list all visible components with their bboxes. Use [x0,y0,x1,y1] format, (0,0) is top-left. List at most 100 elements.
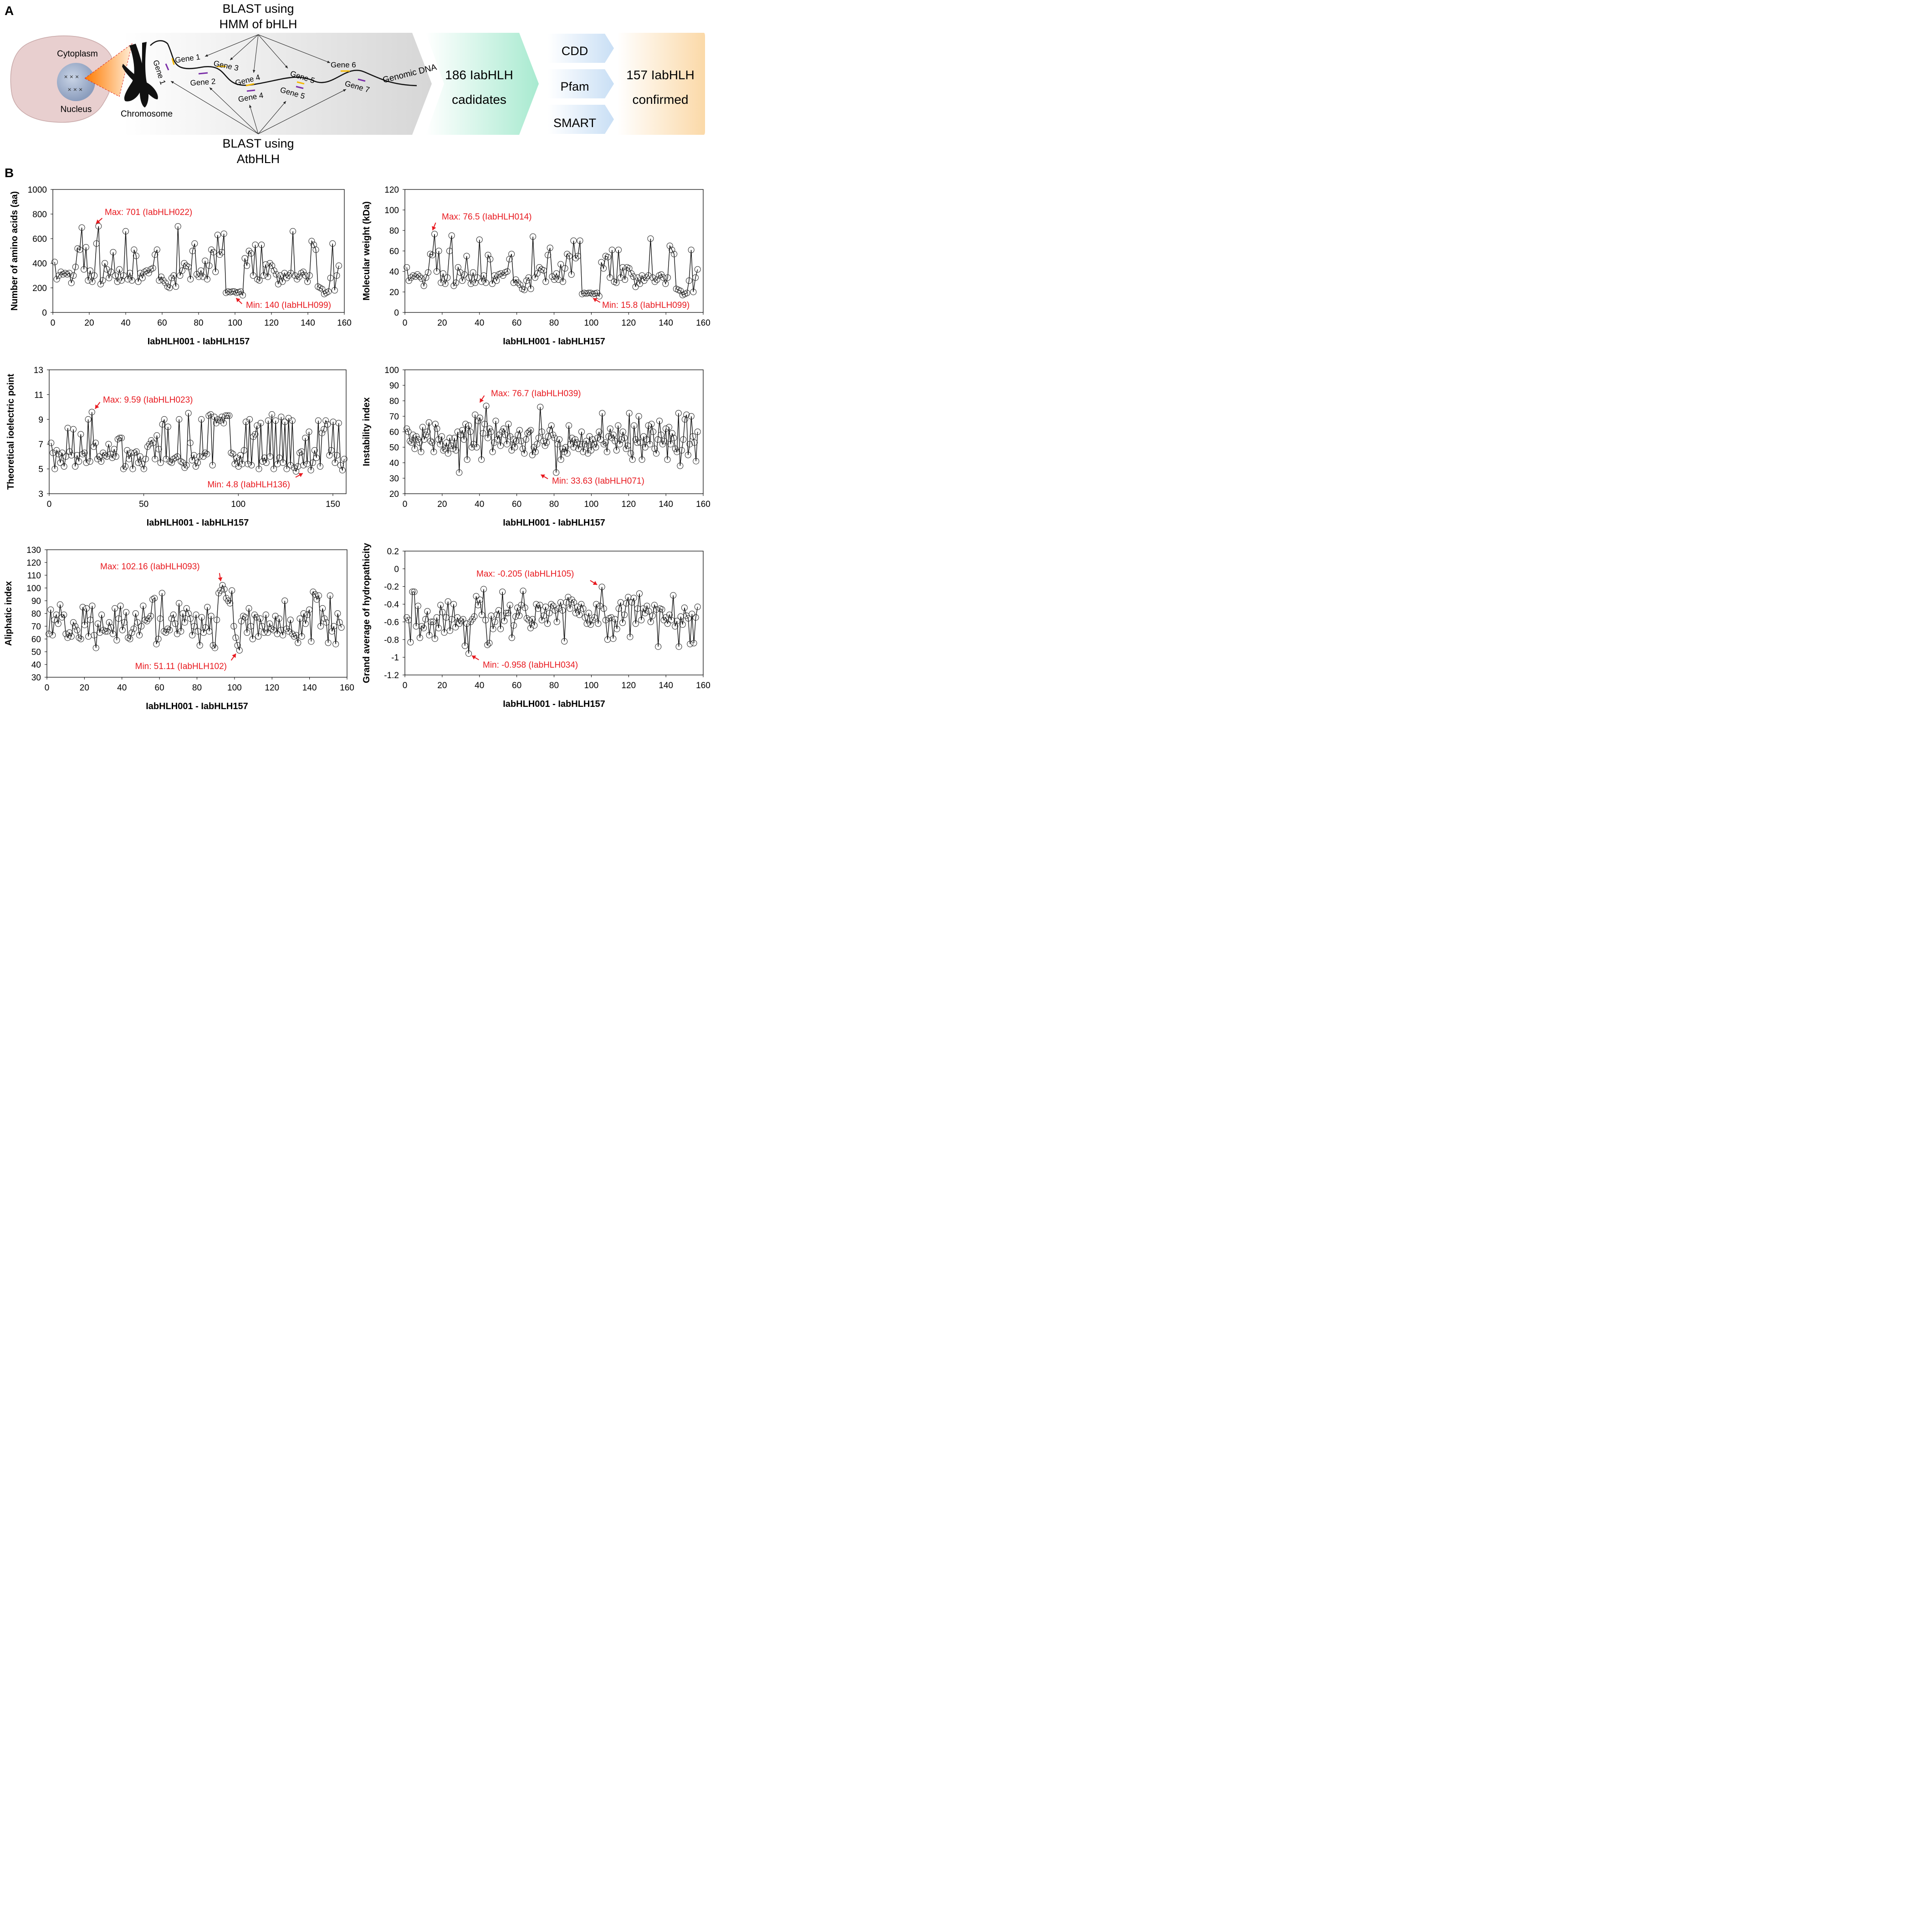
data-point [564,250,571,257]
data-point [202,624,209,631]
data-point [338,624,345,631]
data-point [440,447,447,454]
data-point [522,436,529,443]
data-point [431,230,438,237]
data-point [439,609,446,616]
data-point [481,421,488,427]
data-point [667,441,674,448]
data-point [51,617,58,623]
data-point [610,635,617,642]
data-point [644,436,650,443]
data-point [551,276,558,283]
data-point [480,430,486,437]
data-point [674,618,680,624]
data-point [283,465,290,472]
data-point [404,614,410,621]
data-point [435,625,442,632]
data-point [469,616,476,623]
data-point [177,272,184,279]
y-tick-label: 200 [32,284,47,293]
data-point [125,634,132,641]
data-point [419,623,425,630]
data-point [283,275,290,281]
data-point [336,619,343,626]
data-point [150,440,157,446]
data-point [261,629,267,636]
data-point [145,270,152,276]
data-point [478,278,485,285]
data-point [588,447,594,454]
data-point [102,260,108,266]
data-point [463,253,470,260]
blast-at-line2: AtbHLH [237,152,280,166]
data-point [102,628,109,635]
data-point [295,463,302,470]
data-point [142,455,149,462]
data-point [453,279,460,286]
data-point [583,438,590,445]
data-point [103,453,110,460]
data-point [118,434,125,441]
data-point [612,438,618,445]
min-annotation: Min: 140 (IabHLH099) [246,301,331,310]
data-point [277,627,284,634]
data-point [269,262,276,269]
data-point [553,469,560,476]
data-point [261,455,268,461]
data-point [221,586,228,593]
data-point [418,449,424,455]
data-point [216,417,223,424]
data-point [579,291,586,297]
data-point [134,619,141,626]
data-point [510,279,517,286]
x-tick-label: 60 [512,500,521,509]
data-point [414,436,421,443]
data-point [132,610,139,617]
x-tick-label: 140 [301,318,315,328]
data-point [585,290,592,296]
data-point [642,444,649,450]
data-point [660,617,667,624]
data-point [50,450,56,456]
data-point [333,452,340,459]
data-point [312,246,319,253]
data-point [516,281,523,288]
data-point [91,272,98,279]
data-point [161,416,168,423]
data-point [534,441,541,448]
chromosome-shape [122,42,158,107]
data-point [612,616,618,623]
plot-frame [46,549,348,678]
data-point [319,286,326,292]
data-point [217,587,224,594]
data-point [480,586,487,593]
data-point [325,288,332,295]
x-tick-label: 120 [621,681,636,690]
max-annotation: Max: -0.205 (IabHLH105) [476,569,574,579]
data-point [613,447,620,454]
y-tick-label: 1000 [28,185,47,195]
data-point [270,627,277,634]
data-point [505,421,512,427]
data-point [543,439,550,446]
data-point [407,639,414,646]
data-point [271,465,277,472]
min-arrow [230,653,236,661]
data-point [81,622,88,629]
data-point [208,613,215,619]
data-point [640,605,647,612]
x-tick-label: 0 [403,500,408,509]
gene-label-top-6: Gene 6 [331,61,356,69]
data-point [651,278,658,285]
data-point [194,628,201,635]
data-point [685,277,692,284]
data-point [669,246,675,253]
data-point [679,291,686,298]
data-point [192,463,199,470]
data-point [285,628,292,635]
data-point [206,628,213,635]
data-point [92,440,99,446]
data-point [664,274,671,281]
y-tick-label: -0.4 [384,600,399,610]
series-line [406,587,698,654]
